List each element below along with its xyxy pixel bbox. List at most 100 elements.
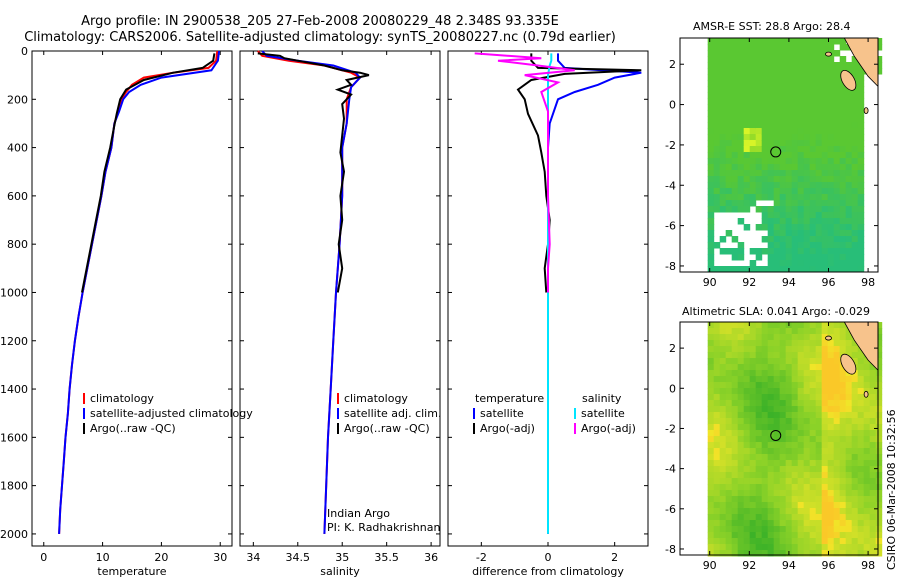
sst-map-cell — [773, 146, 781, 153]
sla-map-cell — [857, 424, 865, 431]
sla-map-cell — [869, 400, 877, 407]
sst-map-cell — [743, 188, 751, 195]
sla-map-cell — [809, 364, 817, 371]
sla-map-cell — [713, 352, 721, 359]
sst-map-cell — [839, 152, 847, 159]
sst-map-cell — [821, 182, 829, 189]
sst-map-cell — [791, 200, 799, 207]
sst-map-cell — [707, 236, 715, 243]
sst-map-cell — [815, 182, 823, 189]
sst-map-cell — [731, 68, 739, 75]
sst-map-cell — [791, 266, 799, 273]
sst-map-cell — [719, 140, 727, 147]
sla-map-cell — [851, 502, 859, 509]
sla-map-cell — [743, 406, 751, 413]
sst-map-cell — [749, 134, 757, 141]
sst-map-cell — [827, 92, 835, 99]
sst-map-cell — [821, 170, 829, 177]
sst-map-cell — [773, 266, 781, 273]
sst-map-cell — [821, 194, 829, 201]
sla-map-cell — [833, 400, 841, 407]
sst-map-cell — [803, 104, 811, 111]
sla-map-cell — [773, 538, 781, 545]
sla-map-cell — [785, 346, 793, 353]
sst-map-cell — [839, 206, 847, 213]
sla-map-cell — [875, 478, 883, 485]
sst-map-cell — [749, 50, 757, 57]
depth-tick-label: 1200 — [0, 335, 28, 348]
sla-map-cell — [707, 406, 715, 413]
sst-map-cell — [743, 158, 751, 165]
sla-map-cell — [767, 496, 775, 503]
depth-tick-label: 1400 — [0, 383, 28, 396]
sla-map-cell — [857, 370, 865, 377]
sst-map-cell — [737, 92, 745, 99]
sla-map-cell — [755, 442, 763, 449]
sla-map-cell — [743, 460, 751, 467]
sla-map-cell — [845, 526, 853, 533]
sla-map-cell — [875, 526, 883, 533]
sst-map-cell — [833, 212, 841, 219]
sst-map-cell — [845, 242, 853, 249]
sla-map-cell — [731, 460, 739, 467]
sst-map-cell — [737, 98, 745, 105]
sla-map-cell — [833, 538, 841, 545]
sst-map-cell — [725, 110, 733, 117]
sst-map-cell — [797, 164, 805, 171]
sst-map-cell — [791, 158, 799, 165]
sla-map-cell — [731, 436, 739, 443]
sla-map-cell — [809, 346, 817, 353]
sst-map-cell — [803, 164, 811, 171]
sla-map-cell — [803, 352, 811, 359]
diff-legend-temp-item-1: Argo(-adj) — [480, 422, 535, 435]
sla-map-cell — [851, 538, 859, 545]
sst-map-frame — [679, 37, 879, 273]
sla-map-cell — [779, 364, 787, 371]
sla-map-cell — [851, 352, 859, 359]
sst-map-cell — [755, 206, 763, 213]
sst-map-cell — [737, 128, 745, 135]
sst-map-cell — [803, 44, 811, 51]
sla-map-cell — [707, 418, 715, 425]
sla-map-cell — [857, 538, 865, 545]
sst-map-cell — [713, 170, 721, 177]
sla-map-xtick-label: 92 — [742, 559, 756, 572]
sst-map-cell — [713, 152, 721, 159]
sla-map-cell — [821, 442, 829, 449]
sst-map-cell — [767, 230, 775, 237]
sla-map-cell — [737, 538, 745, 545]
sst-map-cell — [839, 98, 847, 105]
sla-map-cell — [785, 394, 793, 401]
sst-map-cell — [719, 110, 727, 117]
sla-map-cell — [797, 472, 805, 479]
sla-map-cell — [839, 436, 847, 443]
sla-map-cell — [743, 478, 751, 485]
sst-map-cell — [755, 74, 763, 81]
sst-map-cell — [875, 68, 883, 75]
sla-map-cell — [731, 424, 739, 431]
sla-map-cell — [743, 322, 751, 329]
sla-map-cell — [869, 436, 877, 443]
sst-map-cell — [725, 128, 733, 135]
sla-map-cell — [803, 460, 811, 467]
sla-map-cell — [851, 466, 859, 473]
sst-map-cell — [785, 56, 793, 63]
sst-map-cell — [821, 254, 829, 261]
sst-map-cell — [725, 134, 733, 141]
sst-map-cell — [845, 182, 853, 189]
temperature-xtick-label: 0 — [40, 551, 47, 564]
sst-map-cell — [815, 140, 823, 147]
sst-map-cell — [827, 158, 835, 165]
sla-map-cell — [833, 394, 841, 401]
sst-map-cell — [851, 122, 859, 129]
sst-map-cell — [707, 44, 715, 51]
difference-xtick-label: 2 — [611, 551, 618, 564]
sla-map-cell — [719, 490, 727, 497]
sla-map-cell — [875, 550, 883, 557]
sla-map-cell — [839, 346, 847, 353]
sst-map-cell — [839, 248, 847, 255]
sst-map-cell — [845, 170, 853, 177]
sst-map-cell — [767, 242, 775, 249]
sla-map-cell — [773, 418, 781, 425]
sst-map-cell — [827, 80, 835, 87]
